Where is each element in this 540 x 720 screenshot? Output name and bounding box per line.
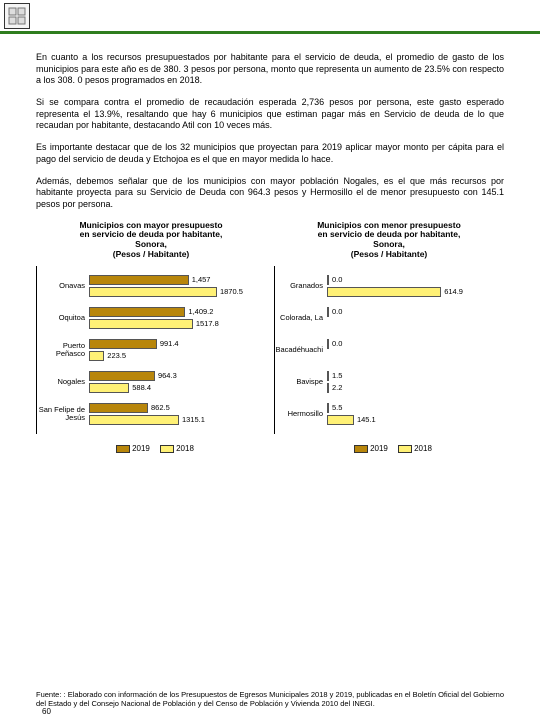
value-2018: 614.9 (444, 287, 463, 296)
bar-2019 (327, 307, 329, 317)
value-2018: 223.5 (107, 351, 126, 360)
value-2018: 145.1 (357, 415, 376, 424)
value-2019: 1,457 (192, 275, 211, 284)
bar-2018 (89, 415, 179, 425)
bar-2019 (89, 403, 148, 413)
charts-row: Municipios con mayor presupuestoen servi… (36, 221, 504, 453)
value-2019: 5.5 (332, 403, 342, 412)
bar-2019 (89, 371, 155, 381)
legend-label-2018: 2018 (176, 444, 194, 453)
bar-2018 (89, 383, 129, 393)
bar-2018 (327, 415, 354, 425)
bar-2019 (327, 403, 329, 413)
bar-2018 (89, 287, 217, 297)
paragraph-4: Además, debemos señalar que de los munic… (36, 176, 504, 211)
chart-category: Bavispe 1.5 2.2 (275, 366, 504, 398)
legend-label-2019: 2019 (370, 444, 388, 453)
header-bar (0, 0, 540, 34)
value-2019: 964.3 (158, 371, 177, 380)
value-2019: 0.0 (332, 307, 342, 316)
value-2019: 1,409.2 (188, 307, 213, 316)
chart-category: Onavas 1,457 1870.5 (37, 270, 266, 302)
page-number: 60 (42, 707, 51, 716)
value-2019: 0.0 (332, 339, 342, 348)
category-label: Hermosillo (275, 410, 327, 418)
chart-right-legend: 2019 2018 (274, 444, 504, 453)
bar-2019 (89, 339, 157, 349)
bar-2019 (327, 339, 329, 349)
paragraph-2: Si se compara contra el promedio de reca… (36, 97, 504, 132)
chart-right-title: Municipios con menor presupuestoen servi… (274, 221, 504, 260)
legend-swatch-2019 (354, 445, 368, 453)
category-label: Bavispe (275, 378, 327, 386)
footnote: Fuente: : Elaborado con información de l… (36, 690, 504, 708)
chart-left-title: Municipios con mayor presupuestoen servi… (36, 221, 266, 260)
legend-label-2019: 2019 (132, 444, 150, 453)
category-label: Bacadéhuachi (275, 346, 327, 354)
chart-left-legend: 2019 2018 (36, 444, 266, 453)
bar-2018 (89, 351, 104, 361)
legend-label-2018: 2018 (414, 444, 432, 453)
category-label: Granados (275, 282, 327, 290)
value-2019: 862.5 (151, 403, 170, 412)
category-label: Puerto Peñasco (37, 342, 89, 358)
chart-category: Colorada, La 0.0 (275, 302, 504, 334)
bar-2018 (89, 319, 193, 329)
legend-swatch-2018 (398, 445, 412, 453)
chart-left-area: Onavas 1,457 1870.5 Oquitoa 1,409.2 1517… (36, 266, 266, 434)
category-label: Oquitoa (37, 314, 89, 322)
bar-2018 (327, 287, 441, 297)
paragraph-1: En cuanto a los recursos presupuestados … (36, 52, 504, 87)
value-2018: 1315.1 (182, 415, 205, 424)
value-2019: 991.4 (160, 339, 179, 348)
chart-category: San Felipe de Jesús 862.5 1315.1 (37, 398, 266, 430)
chart-right: Municipios con menor presupuestoen servi… (274, 221, 504, 453)
chart-category: Bacadéhuachi 0.0 (275, 334, 504, 366)
bar-2019 (89, 307, 185, 317)
category-label: Onavas (37, 282, 89, 290)
category-label: Nogales (37, 378, 89, 386)
bar-2019 (327, 275, 329, 285)
chart-right-area: Granados 0.0 614.9 Colorada, La 0.0 Baca… (274, 266, 504, 434)
chart-left: Municipios con mayor presupuestoen servi… (36, 221, 266, 453)
paragraph-3: Es importante destacar que de los 32 mun… (36, 142, 504, 165)
page-content: En cuanto a los recursos presupuestados … (0, 34, 540, 453)
value-2018: 1870.5 (220, 287, 243, 296)
bar-2019 (327, 371, 329, 381)
value-2018: 2.2 (332, 383, 342, 392)
value-2018: 588.4 (132, 383, 151, 392)
legend-swatch-2019 (116, 445, 130, 453)
value-2019: 1.5 (332, 371, 342, 380)
chart-category: Nogales 964.3 588.4 (37, 366, 266, 398)
category-label: San Felipe de Jesús (37, 406, 89, 422)
chart-category: Oquitoa 1,409.2 1517.8 (37, 302, 266, 334)
legend-swatch-2018 (160, 445, 174, 453)
value-2019: 0.0 (332, 275, 342, 284)
chart-category: Granados 0.0 614.9 (275, 270, 504, 302)
category-label: Colorada, La (275, 314, 327, 322)
logo-icon (4, 3, 30, 29)
bar-2018 (327, 383, 329, 393)
chart-category: Puerto Peñasco 991.4 223.5 (37, 334, 266, 366)
value-2018: 1517.8 (196, 319, 219, 328)
bar-2019 (89, 275, 189, 285)
chart-category: Hermosillo 5.5 145.1 (275, 398, 504, 430)
